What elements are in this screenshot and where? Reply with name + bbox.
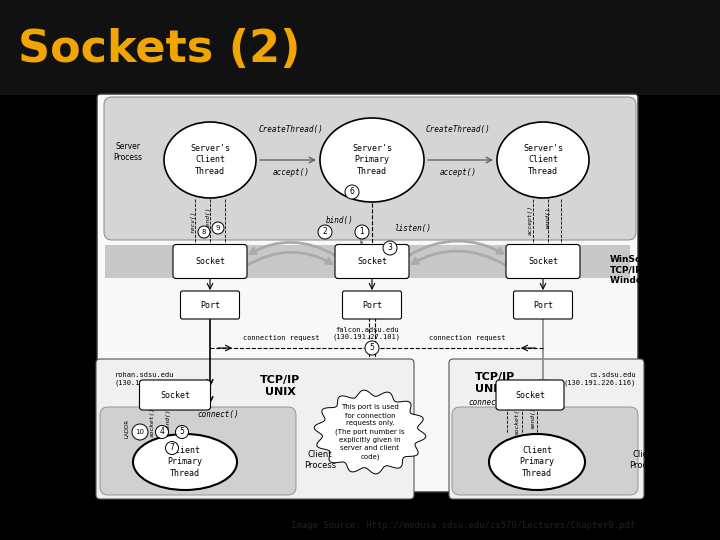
- Text: 2: 2: [323, 227, 328, 237]
- Circle shape: [318, 225, 332, 239]
- Circle shape: [132, 424, 148, 440]
- Circle shape: [198, 226, 210, 238]
- Text: 8: 8: [202, 229, 206, 235]
- Text: TCP/IP
UNIX: TCP/IP UNIX: [475, 372, 516, 394]
- Text: Socket: Socket: [528, 257, 558, 266]
- Text: cs.sdsu.edu
(130.191.226.116): cs.sdsu.edu (130.191.226.116): [564, 372, 636, 386]
- Text: Port: Port: [362, 300, 382, 309]
- Text: Server's
Client
Thread: Server's Client Thread: [190, 144, 230, 176]
- Ellipse shape: [497, 122, 589, 198]
- Text: WinSock
TCP/IP
Windows NT: WinSock TCP/IP Windows NT: [610, 255, 672, 285]
- Ellipse shape: [164, 122, 256, 198]
- Text: send(): send(): [205, 207, 210, 229]
- Text: Client
Primary
Thread: Client Primary Thread: [168, 447, 202, 477]
- Text: socket(): socket(): [515, 405, 520, 435]
- FancyBboxPatch shape: [100, 407, 296, 495]
- Text: Server's
Primary
Thread: Server's Primary Thread: [352, 144, 392, 176]
- Text: socket(): socket(): [150, 407, 155, 437]
- Text: connect(): connect(): [197, 410, 238, 420]
- Ellipse shape: [320, 118, 424, 202]
- Circle shape: [345, 185, 359, 199]
- FancyBboxPatch shape: [140, 380, 210, 410]
- Text: send(): send(): [166, 409, 171, 431]
- Text: Socket: Socket: [160, 390, 190, 400]
- Text: Server's
Client
Thread: Server's Client Thread: [523, 144, 563, 176]
- Circle shape: [383, 241, 397, 255]
- Circle shape: [166, 442, 179, 455]
- Text: Socket: Socket: [357, 257, 387, 266]
- FancyBboxPatch shape: [173, 245, 247, 279]
- Text: CreateThread(): CreateThread(): [258, 125, 323, 134]
- Ellipse shape: [489, 434, 585, 490]
- Text: This port is used
for connection
requests only.
(The port number is
explicitly g: This port is used for connection request…: [336, 404, 405, 460]
- Text: recv(): recv(): [191, 211, 196, 233]
- Circle shape: [365, 341, 379, 355]
- Text: rohan.sdsu.edu
(130.191.3.100): rohan.sdsu.edu (130.191.3.100): [115, 372, 179, 386]
- Text: 7: 7: [170, 443, 174, 453]
- Circle shape: [355, 225, 369, 239]
- Text: 5: 5: [179, 428, 184, 436]
- FancyBboxPatch shape: [513, 291, 572, 319]
- FancyBboxPatch shape: [343, 291, 402, 319]
- Text: TCP/IP
UNIX: TCP/IP UNIX: [260, 375, 300, 396]
- Text: Client
Process: Client Process: [629, 450, 661, 470]
- Text: accept(): accept(): [528, 205, 533, 235]
- Text: LADDR: LADDR: [125, 418, 130, 437]
- Text: connection request: connection request: [243, 335, 319, 341]
- Text: 4: 4: [160, 428, 164, 436]
- FancyBboxPatch shape: [449, 359, 644, 499]
- Text: Port: Port: [200, 300, 220, 309]
- Text: send(): send(): [546, 207, 551, 229]
- Text: connect(): connect(): [468, 399, 510, 408]
- Text: accept(): accept(): [439, 168, 477, 177]
- FancyBboxPatch shape: [96, 359, 414, 499]
- FancyBboxPatch shape: [496, 380, 564, 410]
- Text: Client
Process: Client Process: [304, 450, 336, 470]
- Text: socket(): socket(): [359, 227, 364, 257]
- FancyBboxPatch shape: [97, 94, 638, 492]
- FancyBboxPatch shape: [104, 97, 636, 240]
- Bar: [105, 245, 630, 278]
- FancyBboxPatch shape: [452, 407, 638, 495]
- Bar: [0, 0, 720, 94]
- Text: 1: 1: [359, 227, 364, 237]
- Polygon shape: [314, 390, 426, 474]
- Text: 9: 9: [216, 225, 220, 231]
- Text: connection request: connection request: [429, 335, 505, 341]
- Text: listen(): listen(): [395, 224, 432, 233]
- Text: accept(): accept(): [272, 168, 310, 177]
- Circle shape: [212, 222, 224, 234]
- FancyBboxPatch shape: [335, 245, 409, 279]
- Text: 3: 3: [387, 244, 392, 253]
- Text: 10: 10: [135, 429, 145, 435]
- Text: send(): send(): [531, 407, 536, 429]
- Text: 6: 6: [350, 187, 354, 197]
- Text: falcon.adsu.edu
(130.191.27.101): falcon.adsu.edu (130.191.27.101): [333, 327, 401, 341]
- Text: CreateThread(): CreateThread(): [426, 125, 490, 134]
- FancyBboxPatch shape: [506, 245, 580, 279]
- Text: Client
Primary
Thread: Client Primary Thread: [520, 447, 554, 477]
- Text: Socket: Socket: [195, 257, 225, 266]
- Circle shape: [156, 426, 168, 438]
- Text: Server
Process: Server Process: [114, 143, 143, 161]
- Text: Port: Port: [533, 300, 553, 309]
- Text: Socket: Socket: [515, 390, 545, 400]
- Ellipse shape: [133, 434, 237, 490]
- FancyBboxPatch shape: [181, 291, 240, 319]
- Text: bind(): bind(): [326, 216, 354, 225]
- Circle shape: [176, 426, 189, 438]
- Text: Sockets (2): Sockets (2): [18, 28, 300, 71]
- Text: Image Source: Http://medusa.sdsu.edu/cs570/Lectures/Chapter9.pdf: Image Source: Http://medusa.sdsu.edu/cs5…: [291, 521, 635, 530]
- Text: 5: 5: [369, 343, 374, 353]
